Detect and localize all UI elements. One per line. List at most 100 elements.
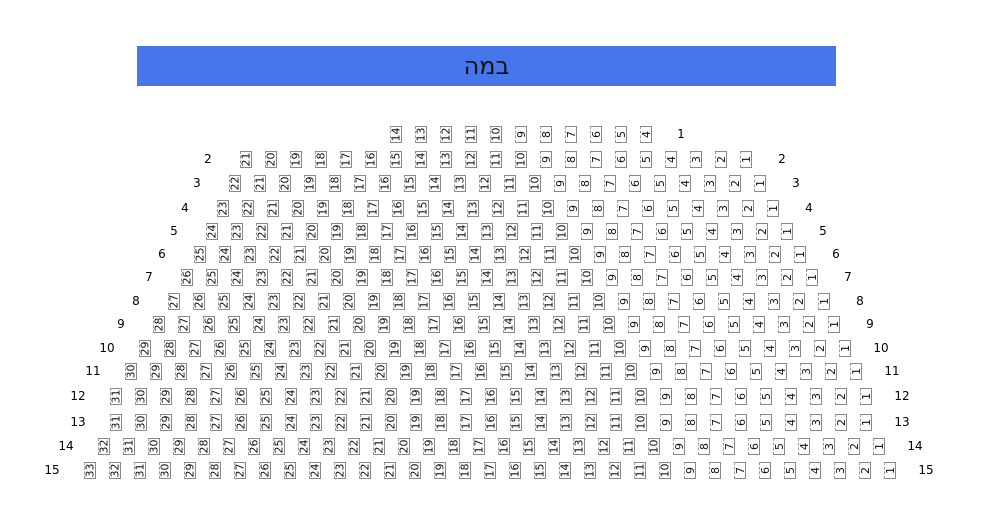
seat-row13-2[interactable]: 2 (835, 414, 848, 431)
seat-row8-10[interactable]: 10 (593, 293, 606, 310)
seat-row10-3[interactable]: 3 (789, 340, 802, 357)
seat-row5-23[interactable]: 23 (231, 223, 244, 240)
seat-row12-11[interactable]: 11 (610, 388, 623, 405)
seat-row4-15[interactable]: 15 (417, 200, 430, 217)
seat-row15-33[interactable]: 33 (84, 462, 97, 479)
seat-row9-21[interactable]: 21 (328, 316, 341, 333)
seat-row1-12[interactable]: 12 (440, 126, 453, 143)
seat-row12-8[interactable]: 8 (685, 388, 698, 405)
seat-row14-20[interactable]: 20 (398, 438, 411, 455)
seat-row13-21[interactable]: 21 (360, 414, 373, 431)
seat-row15-2[interactable]: 2 (859, 462, 872, 479)
seat-row12-3[interactable]: 3 (810, 388, 823, 405)
seat-row4-1[interactable]: 1 (767, 200, 780, 217)
seat-row7-18[interactable]: 18 (381, 269, 394, 286)
seat-row11-14[interactable]: 14 (525, 363, 538, 380)
seat-row14-28[interactable]: 28 (198, 438, 211, 455)
seat-row11-2[interactable]: 2 (825, 363, 838, 380)
seat-row4-9[interactable]: 9 (567, 200, 580, 217)
seat-row7-25[interactable]: 25 (206, 269, 219, 286)
seat-row9-23[interactable]: 23 (278, 316, 291, 333)
seat-row7-11[interactable]: 11 (556, 269, 569, 286)
seat-row14-17[interactable]: 17 (473, 438, 486, 455)
seat-row11-11[interactable]: 11 (600, 363, 613, 380)
seat-row15-10[interactable]: 10 (659, 462, 672, 479)
seat-row7-6[interactable]: 6 (681, 269, 694, 286)
seat-row13-7[interactable]: 7 (710, 414, 723, 431)
seat-row12-16[interactable]: 16 (485, 388, 498, 405)
seat-row9-19[interactable]: 19 (378, 316, 391, 333)
seat-row15-27[interactable]: 27 (234, 462, 247, 479)
seat-row15-17[interactable]: 17 (484, 462, 497, 479)
seat-row14-26[interactable]: 26 (248, 438, 261, 455)
seat-row13-24[interactable]: 24 (285, 414, 298, 431)
seat-row2-5[interactable]: 5 (640, 151, 653, 168)
seat-row12-29[interactable]: 29 (160, 388, 173, 405)
seat-row6-20[interactable]: 20 (319, 246, 332, 263)
seat-row14-14[interactable]: 14 (548, 438, 561, 455)
seat-row5-12[interactable]: 12 (506, 223, 519, 240)
seat-row2-6[interactable]: 6 (615, 151, 628, 168)
seat-row6-22[interactable]: 22 (269, 246, 282, 263)
seat-row6-3[interactable]: 3 (744, 246, 757, 263)
seat-row8-4[interactable]: 4 (743, 293, 756, 310)
seat-row15-13[interactable]: 13 (584, 462, 597, 479)
seat-row11-28[interactable]: 28 (175, 363, 188, 380)
seat-row14-24[interactable]: 24 (298, 438, 311, 455)
seat-row15-5[interactable]: 5 (784, 462, 797, 479)
seat-row11-23[interactable]: 23 (300, 363, 313, 380)
seat-row12-13[interactable]: 13 (560, 388, 573, 405)
seat-row11-7[interactable]: 7 (700, 363, 713, 380)
seat-row15-23[interactable]: 23 (334, 462, 347, 479)
seat-row15-11[interactable]: 11 (634, 462, 647, 479)
seat-row3-12[interactable]: 12 (479, 175, 492, 192)
seat-row7-22[interactable]: 22 (281, 269, 294, 286)
seat-row6-13[interactable]: 13 (494, 246, 507, 263)
seat-row12-4[interactable]: 4 (785, 388, 798, 405)
seat-row8-5[interactable]: 5 (718, 293, 731, 310)
seat-row7-26[interactable]: 26 (181, 269, 194, 286)
seat-row11-21[interactable]: 21 (350, 363, 363, 380)
seat-row15-1[interactable]: 1 (884, 462, 897, 479)
seat-row13-4[interactable]: 4 (785, 414, 798, 431)
seat-row13-6[interactable]: 6 (735, 414, 748, 431)
seat-row6-16[interactable]: 16 (419, 246, 432, 263)
seat-row10-29[interactable]: 29 (139, 340, 152, 357)
seat-row6-23[interactable]: 23 (244, 246, 257, 263)
seat-row15-22[interactable]: 22 (359, 462, 372, 479)
seat-row14-12[interactable]: 12 (598, 438, 611, 455)
seat-row13-14[interactable]: 14 (535, 414, 548, 431)
seat-row7-9[interactable]: 9 (606, 269, 619, 286)
seat-row6-18[interactable]: 18 (369, 246, 382, 263)
seat-row7-8[interactable]: 8 (631, 269, 644, 286)
seat-row2-2[interactable]: 2 (715, 151, 728, 168)
seat-row8-12[interactable]: 12 (543, 293, 556, 310)
seat-row9-2[interactable]: 2 (803, 316, 816, 333)
seat-row6-2[interactable]: 2 (769, 246, 782, 263)
seat-row9-10[interactable]: 10 (603, 316, 616, 333)
seat-row7-15[interactable]: 15 (456, 269, 469, 286)
seat-row2-18[interactable]: 18 (315, 151, 328, 168)
seat-row3-8[interactable]: 8 (579, 175, 592, 192)
seat-row3-11[interactable]: 11 (504, 175, 517, 192)
seat-row2-8[interactable]: 8 (565, 151, 578, 168)
seat-row13-28[interactable]: 28 (185, 414, 198, 431)
seat-row9-27[interactable]: 27 (178, 316, 191, 333)
seat-row6-19[interactable]: 19 (344, 246, 357, 263)
seat-row5-17[interactable]: 17 (381, 223, 394, 240)
seat-row12-31[interactable]: 31 (110, 388, 123, 405)
seat-row8-9[interactable]: 9 (618, 293, 631, 310)
seat-row3-18[interactable]: 18 (329, 175, 342, 192)
seat-row15-14[interactable]: 14 (559, 462, 572, 479)
seat-row1-13[interactable]: 13 (415, 126, 428, 143)
seat-row10-4[interactable]: 4 (764, 340, 777, 357)
seat-row12-10[interactable]: 10 (635, 388, 648, 405)
seat-row9-20[interactable]: 20 (353, 316, 366, 333)
seat-row1-7[interactable]: 7 (565, 126, 578, 143)
seat-row15-28[interactable]: 28 (209, 462, 222, 479)
seat-row4-4[interactable]: 4 (692, 200, 705, 217)
seat-row6-10[interactable]: 10 (569, 246, 582, 263)
seat-row8-14[interactable]: 14 (493, 293, 506, 310)
seat-row10-23[interactable]: 23 (289, 340, 302, 357)
seat-row9-6[interactable]: 6 (703, 316, 716, 333)
